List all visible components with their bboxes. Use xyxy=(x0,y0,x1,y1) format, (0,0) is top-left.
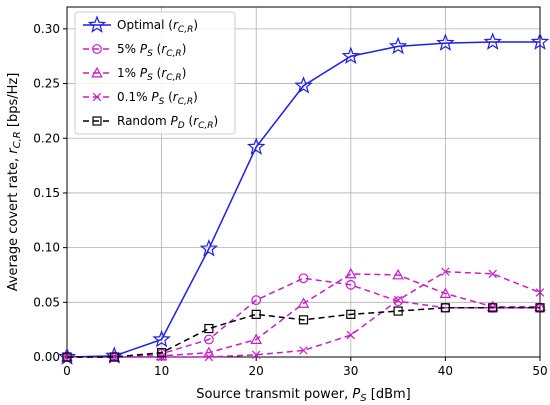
legend-entry: 5% PS (rC,R) xyxy=(83,42,186,59)
y-axis-label: Average covert rate, rC,R [bps/Hz] xyxy=(6,73,23,292)
x-marker-stroke xyxy=(441,267,450,276)
data-point xyxy=(110,352,119,362)
x-marker-stroke xyxy=(204,352,214,362)
x-marker-stroke xyxy=(488,269,497,279)
data-point xyxy=(436,33,455,51)
data-point xyxy=(392,268,404,280)
legend-label: 5% PS (rC,R) xyxy=(117,42,186,59)
data-point xyxy=(251,350,261,360)
data-point xyxy=(535,288,545,297)
data-point xyxy=(440,303,450,313)
legend-marker xyxy=(92,116,102,126)
data-point xyxy=(204,323,214,334)
data-point xyxy=(483,32,502,50)
x-marker-stroke xyxy=(299,346,308,355)
y-tick-label: 0.25 xyxy=(33,77,60,91)
data-point xyxy=(298,273,309,284)
data-point xyxy=(344,267,357,279)
x-tick-label: 40 xyxy=(438,364,453,378)
series-4 xyxy=(62,303,545,362)
data-point xyxy=(488,269,497,279)
y-tick-label: 0.30 xyxy=(33,22,60,36)
data-point xyxy=(393,296,404,307)
data-point xyxy=(152,329,171,348)
data-point xyxy=(345,279,356,290)
grid xyxy=(66,7,541,358)
legend-entry: Optimal (rC,R) xyxy=(83,15,198,35)
data-point xyxy=(346,330,356,340)
legend-entry: Random PD (rC,R) xyxy=(83,114,218,131)
legend-label: 0.1% PS (rC,R) xyxy=(117,90,198,107)
data-point xyxy=(246,137,266,155)
data-point xyxy=(299,346,308,355)
legend-marker xyxy=(91,66,103,78)
data-point xyxy=(297,297,310,308)
data-point xyxy=(441,267,450,276)
data-point xyxy=(109,352,119,362)
series-line xyxy=(67,307,540,358)
legend-label: 1% PS (rC,R) xyxy=(117,66,186,83)
series-0 xyxy=(57,32,550,365)
x-tick-label: 30 xyxy=(343,364,358,378)
data-point xyxy=(393,295,403,305)
data-point xyxy=(488,303,498,313)
data-point xyxy=(439,287,452,299)
y-tick-label: 0.20 xyxy=(33,131,60,145)
y-tick-label: 0.05 xyxy=(33,295,60,309)
data-point xyxy=(251,295,262,306)
data-point xyxy=(486,300,499,312)
legend-marker xyxy=(92,44,102,54)
legend-marker xyxy=(92,92,102,102)
data-point xyxy=(199,239,219,257)
data-point xyxy=(530,32,550,50)
legend-label: Optimal (rC,R) xyxy=(117,18,198,35)
data-point xyxy=(535,303,545,313)
x-tick-label: 50 xyxy=(532,364,547,378)
legend-entry: 0.1% PS (rC,R) xyxy=(83,90,198,107)
x-marker-stroke xyxy=(251,350,261,360)
x-marker-stroke xyxy=(110,352,119,362)
data-point xyxy=(105,346,124,364)
series-layer xyxy=(57,32,550,365)
x-tick-label: 0 xyxy=(63,364,71,378)
x-tick-label: 10 xyxy=(154,364,169,378)
series-line xyxy=(66,41,540,358)
legend-label: Random PD (rC,R) xyxy=(117,114,218,131)
y-tick-label: 0.00 xyxy=(33,350,60,364)
legend-box xyxy=(74,11,236,135)
data-point xyxy=(393,306,403,316)
data-point xyxy=(157,348,167,358)
x-tick-label: 20 xyxy=(249,364,264,378)
data-point xyxy=(203,334,214,345)
axis-labels: Source transmit power, PS [dBm] Average c… xyxy=(6,73,411,404)
x-marker-stroke xyxy=(535,288,545,297)
data-point xyxy=(204,352,214,362)
data-point xyxy=(251,309,261,319)
legend-entry: 1% PS (rC,R) xyxy=(83,66,186,83)
y-tick-label: 0.15 xyxy=(33,186,60,200)
data-point xyxy=(250,333,263,344)
x-axis-label: Source transmit power, PS [dBm] xyxy=(196,387,410,404)
axes: 0 10 20 30 40 50 0.00 0.05 0.10 0.15 0.20 0.25 0.30 xyxy=(33,6,548,378)
legend: Optimal (rC,R) 5% PS (rC,R) 1% PS (rC,R) 0.… xyxy=(74,11,236,135)
data-point xyxy=(62,352,72,362)
y-tick-label: 0.10 xyxy=(33,241,60,255)
data-point xyxy=(388,36,408,55)
plot-frame xyxy=(66,6,541,358)
data-point xyxy=(341,46,361,65)
x-marker-stroke xyxy=(393,295,403,305)
x-marker-stroke xyxy=(92,92,102,102)
x-marker-stroke xyxy=(346,330,356,340)
legend-marker xyxy=(87,15,107,33)
series-line xyxy=(67,273,540,358)
data-point xyxy=(298,315,309,325)
data-point xyxy=(346,309,356,319)
data-point xyxy=(294,76,313,94)
data-point xyxy=(534,300,546,312)
